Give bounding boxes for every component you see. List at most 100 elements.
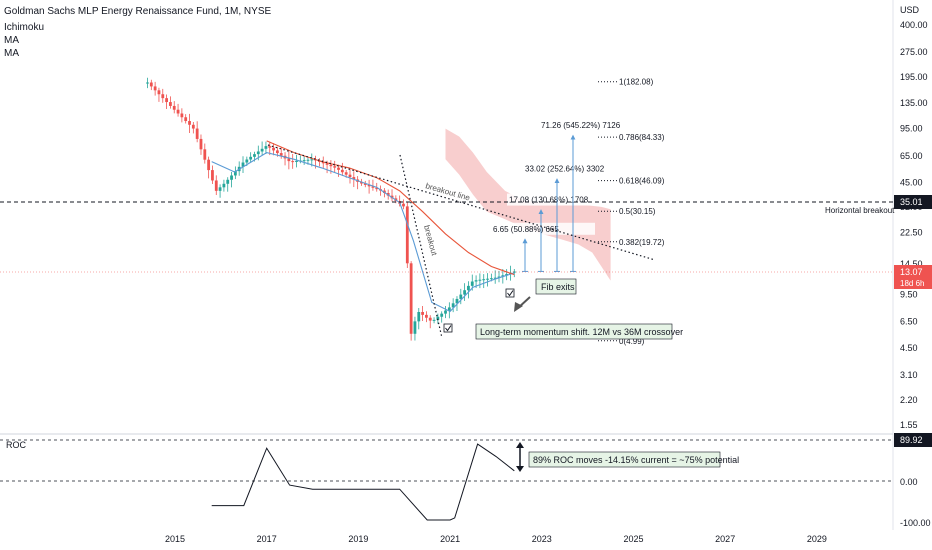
candle-body[interactable] (512, 271, 516, 273)
candle-body[interactable] (268, 146, 272, 148)
candle-body[interactable] (295, 160, 298, 162)
candle-body[interactable] (211, 170, 214, 181)
candle-body[interactable] (413, 321, 417, 334)
candle-body[interactable] (310, 159, 314, 161)
candle-body[interactable] (169, 102, 172, 106)
candle-body[interactable] (226, 179, 230, 184)
candle-body[interactable] (478, 279, 482, 281)
legend-ichimoku[interactable]: Ichimoku (4, 22, 44, 33)
candle-body[interactable] (340, 169, 344, 173)
fib-levels[interactable]: 1(182.08) 0.786(84.33) 0.618(46.09) 0.5(30.… (598, 78, 665, 346)
candle-body[interactable] (405, 206, 409, 264)
price-axis[interactable]: 400.00 275.00 195.00 135.00 95.00 65.00 45.00 3… (900, 20, 928, 430)
candle-body[interactable] (157, 90, 161, 95)
candle-body[interactable] (146, 82, 149, 84)
candle-body[interactable] (184, 117, 188, 122)
candle-body[interactable] (176, 109, 180, 114)
candle-body[interactable] (245, 159, 249, 163)
legend-ma-2[interactable]: MA (4, 48, 19, 59)
candle-body[interactable] (348, 174, 352, 178)
fib-exits-box[interactable] (535, 278, 577, 295)
candle-body[interactable] (402, 203, 405, 207)
candle-body[interactable] (470, 281, 474, 286)
check-icon[interactable] (443, 323, 453, 333)
candle-body[interactable] (256, 151, 260, 155)
candle-body[interactable] (459, 294, 463, 299)
candle-body[interactable] (421, 312, 424, 315)
candle-body[interactable] (214, 180, 218, 191)
candle-body[interactable] (432, 319, 436, 321)
candle-body[interactable] (321, 161, 325, 164)
candle-body[interactable] (440, 313, 444, 317)
candle-body[interactable] (275, 150, 279, 154)
candle-body[interactable] (493, 277, 497, 279)
check-icon[interactable] (505, 288, 515, 298)
candle-body[interactable] (306, 159, 310, 161)
candle-body[interactable] (272, 147, 275, 151)
candle-body[interactable] (501, 275, 505, 277)
candle-body[interactable] (467, 285, 470, 291)
candle-body[interactable] (497, 276, 501, 278)
candle-body[interactable] (249, 156, 253, 160)
candle-body[interactable] (482, 279, 486, 281)
candle-body[interactable] (287, 158, 291, 162)
time-axis[interactable]: 2015 2017 2019 2021 2023 2025 2027 2029 (165, 534, 827, 544)
roc-note-box[interactable] (528, 451, 721, 468)
candle-body[interactable] (180, 113, 184, 118)
candle-body[interactable] (207, 159, 211, 171)
candle-body[interactable] (149, 82, 153, 87)
candle-body[interactable] (474, 280, 478, 282)
candle-body[interactable] (333, 166, 337, 168)
candle-body[interactable] (367, 184, 371, 187)
candle-body[interactable] (436, 316, 440, 320)
candle-body[interactable] (279, 153, 283, 156)
candle-body[interactable] (260, 148, 264, 152)
candle-body[interactable] (302, 160, 306, 162)
candle-body[interactable] (195, 128, 199, 139)
candles[interactable] (146, 77, 516, 341)
candle-body[interactable] (325, 163, 329, 165)
candle-body[interactable] (344, 172, 348, 175)
breakout-steep-line[interactable] (399, 154, 443, 339)
candle-body[interactable] (417, 312, 421, 322)
candle-body[interactable] (486, 278, 489, 280)
candle-body[interactable] (172, 105, 176, 110)
candle-body[interactable] (222, 183, 226, 188)
candle-body[interactable] (233, 171, 237, 176)
candle-body[interactable] (505, 273, 509, 276)
candle-body[interactable] (165, 98, 168, 103)
candle-body[interactable] (455, 298, 459, 304)
breakout-trendline[interactable] (267, 144, 656, 261)
candle-body[interactable] (428, 317, 432, 321)
candle-body[interactable] (329, 164, 333, 167)
candle-body[interactable] (425, 314, 428, 318)
candle-body[interactable] (218, 187, 222, 191)
candle-body[interactable] (291, 161, 295, 163)
candle-body[interactable] (161, 94, 165, 99)
candle-body[interactable] (489, 278, 493, 280)
roc-legend[interactable]: ROC (6, 440, 27, 450)
candle-body[interactable] (241, 162, 245, 167)
candle-body[interactable] (363, 183, 367, 185)
legend-ma-1[interactable]: MA (4, 35, 19, 46)
candle-body[interactable] (203, 149, 207, 160)
candle-body[interactable] (444, 310, 447, 314)
candle-body[interactable] (188, 121, 191, 125)
candle-body[interactable] (447, 307, 451, 311)
candle-body[interactable] (360, 181, 363, 184)
candle-body[interactable] (264, 146, 268, 149)
candle-body[interactable] (337, 167, 340, 170)
candle-body[interactable] (409, 263, 413, 334)
target-lines[interactable]: 6.65 (50.88%) 665 17.08 (130.68%) 1708 33.… (491, 119, 643, 272)
candle-body[interactable] (352, 177, 356, 180)
candle-body[interactable] (230, 175, 233, 180)
candle-body[interactable] (375, 187, 379, 190)
candle-body[interactable] (463, 290, 467, 295)
candle-body[interactable] (371, 186, 375, 188)
candle-body[interactable] (153, 86, 157, 91)
momentum-box[interactable] (475, 323, 673, 340)
candle-body[interactable] (451, 303, 455, 308)
candle-body[interactable] (199, 138, 203, 150)
candle-body[interactable] (191, 124, 195, 129)
